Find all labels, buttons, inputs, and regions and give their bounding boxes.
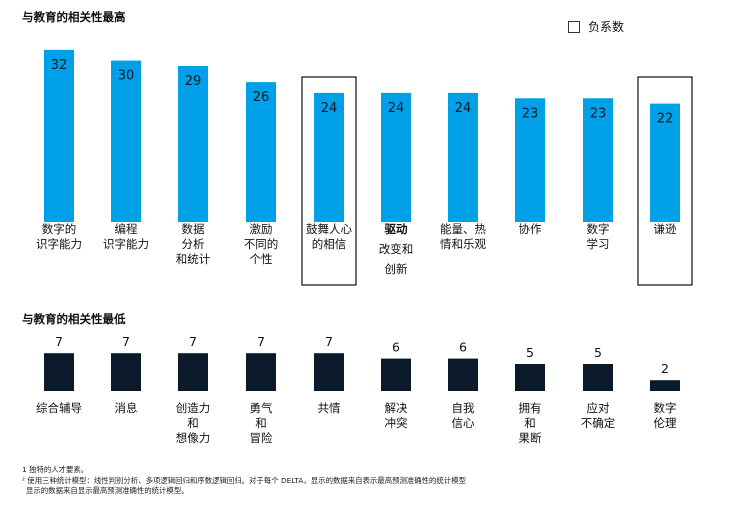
bottom-bar: [381, 358, 411, 391]
bottom-category-label: 创造力: [176, 401, 211, 415]
bottom-bar: [178, 353, 208, 391]
top-category-label: 创新: [385, 262, 408, 276]
top-category-label: 数字: [587, 222, 610, 236]
bottom-bar-value: 5: [594, 345, 602, 360]
footnote-1: 1 独特的人才要素。: [22, 465, 89, 474]
top-bar-value: 22: [657, 112, 674, 127]
bottom-bar-value: 7: [189, 334, 197, 349]
chart-canvas: 32数字的识字能力30编程识字能力29数据分析和统计26激励不同的个性24鼓舞人…: [36, 49, 693, 445]
bottom-category-label: 信心: [452, 416, 475, 430]
bottom-bar: [314, 353, 344, 391]
top-bar-value: 26: [253, 90, 270, 105]
bottom-chart-title: 与教育的相关性最低: [22, 312, 126, 326]
bottom-category-label: 应对: [587, 401, 610, 415]
bottom-bar-value: 7: [257, 334, 265, 349]
top-category-label: 鼓舞人心: [306, 222, 352, 236]
footnote-2-continued: 显示的数据来自显示最高预测准确性的统计模型。: [26, 486, 189, 495]
bottom-category-label: 和: [187, 416, 199, 430]
bottom-bar-value: 5: [526, 345, 534, 360]
footnotes: 1 独特的人才要素。 ² 使用三种统计模型：线性判别分析、多项逻辑回归和序数逻辑…: [22, 465, 466, 497]
top-category-label: 学习: [587, 237, 610, 251]
top-bar-value: 24: [455, 101, 472, 116]
negative-highlight-frame: [637, 76, 693, 286]
top-category-label: 数字的: [42, 222, 77, 236]
bottom-category-label: 想像力: [176, 431, 211, 445]
top-category-label: 改变和: [379, 242, 414, 256]
top-bar: [583, 98, 613, 222]
top-chart-title: 与教育的相关性最高: [22, 10, 126, 24]
top-category-label: 识字能力: [103, 237, 149, 251]
top-bar-value: 24: [321, 101, 338, 116]
top-bar: [44, 49, 74, 223]
bottom-bar: [448, 358, 478, 391]
top-bar: [314, 92, 344, 222]
bottom-category-label: 拥有: [519, 401, 542, 415]
bottom-category-label: 共情: [318, 401, 341, 415]
top-category-label: 驱动: [385, 222, 408, 236]
bottom-category-label: 解决: [385, 401, 408, 415]
bottom-bar-value: 7: [55, 334, 63, 349]
bottom-bar-value: 6: [392, 340, 400, 355]
top-bar-value: 23: [590, 106, 607, 121]
top-category-label: 编程: [115, 222, 138, 236]
bottom-bar-value: 7: [122, 334, 130, 349]
bottom-bar: [650, 380, 680, 391]
bottom-bar-value: 6: [459, 340, 467, 355]
bottom-category-label: 冲突: [385, 416, 408, 430]
top-category-label: 和统计: [176, 252, 211, 266]
top-category-label: 个性: [250, 252, 273, 266]
bottom-bar-value: 7: [325, 334, 333, 349]
top-category-label: 谦逊: [654, 222, 677, 236]
bottom-bar: [515, 364, 545, 391]
bottom-bar: [44, 353, 74, 391]
top-bar-value: 30: [118, 69, 135, 84]
top-category-label: 能量、热: [440, 222, 486, 236]
bottom-category-label: 果断: [519, 431, 542, 445]
top-category-label: 不同的: [244, 237, 279, 251]
footnote-2: ² 使用三种统计模型：线性判别分析、多项逻辑回归和序数逻辑回归。对于每个 DEL…: [22, 475, 466, 485]
bottom-bar: [111, 353, 141, 391]
bottom-category-label: 自我: [452, 401, 475, 415]
top-bar: [515, 98, 545, 222]
top-bar: [381, 92, 411, 222]
top-category-label: 识字能力: [36, 237, 82, 251]
negative-coefficient-legend-box: [568, 20, 580, 33]
negative-highlight-frame: [301, 76, 357, 286]
bottom-bar: [246, 353, 276, 391]
bottom-category-label: 和: [255, 416, 267, 430]
bottom-category-label: 和: [524, 416, 536, 430]
bottom-category-label: 冒险: [250, 431, 273, 445]
top-category-label: 数据: [182, 222, 205, 236]
top-bar: [111, 60, 141, 222]
bottom-category-label: 勇气: [250, 401, 273, 415]
top-category-label: 情和乐观: [440, 237, 486, 251]
bottom-category-label: 综合辅导: [36, 401, 82, 415]
legend-label: 负系数: [588, 20, 625, 34]
top-category-label: 的相信: [312, 237, 347, 251]
top-category-label: 协作: [519, 222, 542, 236]
top-bar: [650, 103, 680, 222]
top-category-label: 分析: [182, 237, 205, 251]
top-bar: [448, 92, 478, 222]
top-bar-value: 24: [388, 101, 405, 116]
top-bar-value: 32: [51, 58, 68, 73]
top-bar: [246, 82, 276, 223]
bottom-bar: [583, 364, 613, 391]
bottom-category-label: 伦理: [654, 416, 677, 430]
bottom-bar-value: 2: [661, 361, 669, 376]
bottom-category-label: 数字: [654, 401, 677, 415]
top-bar: [178, 65, 208, 222]
top-category-label: 激励: [250, 222, 273, 236]
bottom-category-label: 不确定: [581, 416, 616, 430]
top-bar-value: 23: [522, 106, 539, 121]
top-bar-value: 29: [185, 74, 202, 89]
bottom-category-label: 消息: [115, 401, 138, 415]
legend: 负系数: [568, 18, 624, 35]
